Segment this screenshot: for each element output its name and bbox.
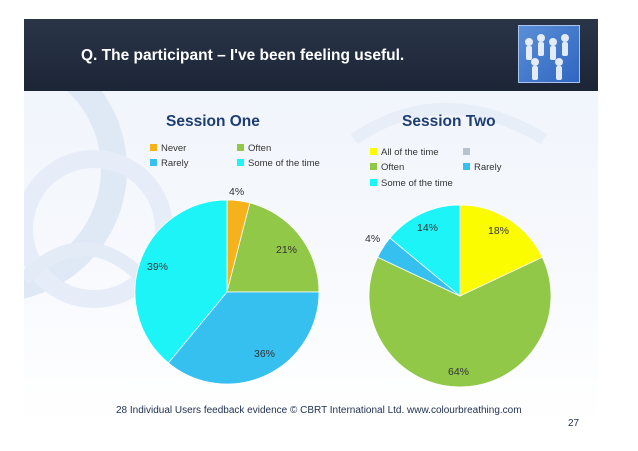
pct-label-often: 21% [276, 244, 298, 256]
legend-rarely-2: Rarely [463, 162, 501, 173]
legend-swatch [463, 163, 470, 170]
legend-rarely: Rarely [150, 158, 188, 169]
pie-slice-some-of-the-time [389, 204, 461, 297]
pie-slice-all-of-the-time [459, 204, 543, 297]
legend-all-of-the-time: All of the time [370, 147, 439, 158]
legend-swatch [150, 144, 157, 151]
pct-label-all-of-the-time: 18% [488, 225, 510, 237]
pie-slice-often [368, 256, 552, 388]
legend-swatch [150, 159, 157, 166]
session-two-title: Session Two [402, 113, 496, 130]
slide-title: Q. The participant – I've been feeling u… [81, 47, 405, 64]
legend-often-2: Often [370, 162, 404, 173]
legend-label: Some of the time [248, 158, 320, 169]
pct-label-some-of-the-time-2: 14% [417, 222, 439, 234]
legend-swatch [370, 179, 377, 186]
footer-text: 28 Individual Users feedback evidence © … [116, 405, 522, 416]
legend-swatch [463, 148, 470, 155]
pct-label-rarely: 36% [254, 348, 276, 360]
legend-swatch [237, 159, 244, 166]
page-number: 27 [568, 418, 580, 429]
legend-often: Often [237, 143, 271, 154]
title-bar: Q. The participant – I've been feeling u… [24, 19, 598, 91]
legend-some-of-the-time-2: Some of the time [370, 178, 453, 189]
pie-slice-often [226, 202, 320, 293]
legend-label: Rarely [474, 162, 502, 173]
pie-slice-rarely [167, 291, 320, 385]
legend-swatch [370, 163, 377, 170]
people-logo-icon [518, 25, 580, 83]
legend-label: Never [161, 143, 187, 154]
legend-some-of-the-time: Some of the time [237, 158, 320, 169]
legend-label: All of the time [381, 147, 439, 158]
pie-slice-some-of-the-time [134, 199, 228, 364]
pct-label-some-of-the-time: 39% [147, 261, 169, 273]
pct-label-rarely-2: 4% [365, 233, 381, 245]
pct-label-never: 4% [229, 186, 245, 198]
pct-label-often-2: 64% [448, 366, 470, 378]
legend-blank [463, 147, 474, 158]
legend-label: Often [248, 143, 272, 154]
legend-label: Rarely [161, 158, 189, 169]
legend-swatch [370, 148, 377, 155]
legend-swatch [237, 144, 244, 151]
legend-label: Often [381, 162, 405, 173]
session-one-title: Session One [166, 113, 260, 130]
legend-label: Some of the time [381, 178, 453, 189]
legend-never: Never [150, 143, 186, 154]
